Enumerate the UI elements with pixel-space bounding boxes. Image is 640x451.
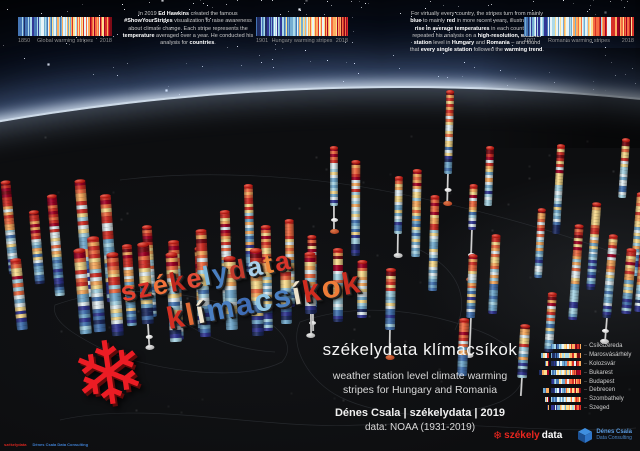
watermark: székelydata Dénes Csala Data Consulting — [4, 443, 88, 447]
romania-warming-stripes-bar — [524, 17, 634, 36]
legend-stripes-bar — [551, 405, 581, 411]
station-stripe-tower — [585, 202, 601, 291]
station-stripe-tower — [599, 234, 618, 345]
footer-logos: ❄ székely data Dénes Csala Data Consultin… — [493, 428, 632, 443]
legend-stripes-bar — [551, 352, 581, 358]
legend-row: – Szombathely — [536, 395, 631, 404]
hungary-stripes-bar-group: 1901 Hungary warming stripes 2018 — [256, 17, 348, 44]
station-stripe-tower — [9, 257, 28, 331]
romania-start-year: 1901 — [524, 38, 537, 44]
station-stripe-tower — [427, 195, 440, 292]
global-end-year: 2018 — [99, 38, 112, 44]
legend-station-label: Csíkszereda — [589, 343, 623, 350]
szekelydata-logo-part1: székely — [504, 430, 540, 441]
station-stripe-tower — [465, 184, 478, 283]
global-bar-title: Global warming stripes — [37, 38, 93, 44]
csala-tagline: Data Consulting — [596, 435, 632, 442]
romania-end-year: 2018 — [621, 38, 634, 44]
hungary-end-year: 2018 — [335, 38, 348, 44]
station-stripe-tower — [46, 193, 65, 297]
poster-subtitle: weather station level climate warming st… — [300, 369, 540, 397]
hungary-bar-labels: 1901 Hungary warming stripes 2018 — [256, 38, 348, 44]
title-block: székelydata klímacsíkok weather station … — [300, 340, 540, 433]
subtitle-line-1: weather station level climate warming — [332, 370, 508, 382]
station-stripe-tower — [329, 146, 339, 235]
poster-title: székelydata klímacsíkok — [322, 340, 518, 359]
legend-stripes-bar — [551, 361, 581, 367]
csala-logo: Dénes Csala Data Consulting — [578, 428, 632, 443]
hungary-warming-stripes-bar — [256, 17, 348, 36]
method-paragraph: For virtually every country, the stripes… — [410, 11, 544, 54]
station-stripe-tower — [534, 208, 546, 279]
szekelydata-logo: ❄ székely data — [493, 429, 562, 442]
romania-stripes-bar-group: 1901 Romania warming stripes 2018 — [524, 17, 634, 44]
station-stripe-tower — [567, 224, 584, 321]
station-stripe-tower — [442, 90, 455, 207]
legend-station-label: Debrecen — [589, 387, 616, 394]
legend-row: – Budapest — [536, 377, 631, 386]
global-bar-labels: 1850 Global warming stripes 2018 — [18, 38, 112, 44]
szekelydata-logo-part2: data — [541, 430, 563, 441]
station-stripe-tower — [385, 267, 397, 361]
legend-row: – Kolozsvár — [536, 360, 631, 369]
cube-icon — [578, 428, 593, 443]
legend-station-label: Marosvásárhely — [589, 352, 632, 359]
station-stripe-tower — [410, 169, 422, 258]
legend-station-label: Szombathely — [589, 396, 624, 403]
legend-row: – Szeged — [536, 404, 631, 413]
hungary-start-year: 1901 — [256, 38, 269, 44]
watermark-szekelydata: székelydata — [4, 442, 27, 447]
legend-stripes-bar — [551, 370, 581, 376]
legend-station-label: Bukarest — [589, 369, 613, 376]
station-stripe-tower — [618, 138, 631, 199]
global-stripes-bar-group: 1850 Global warming stripes 2018 — [18, 17, 112, 44]
author-credit: Dénes Csala | székelydata | 2019 — [334, 407, 506, 420]
station-stripe-tower — [463, 254, 478, 359]
station-legend: – Csíkszereda – Marosvásárhely – Kolozsvár – Bu… — [536, 342, 631, 412]
global-start-year: 1850 — [18, 38, 31, 44]
station-stripe-tower — [552, 144, 566, 235]
station-stripe-tower — [487, 234, 501, 315]
legend-station-label: Kolozsvár — [589, 360, 616, 367]
legend-station-label: Szeged — [589, 404, 610, 411]
global-warming-stripes-bar — [18, 17, 112, 36]
data-source: data: NOAA (1931-2019) — [364, 422, 476, 434]
legend-row: – Debrecen — [536, 386, 631, 395]
legend-row: – Csíkszereda — [536, 342, 631, 351]
legend-station-label: Budapest — [589, 378, 615, 385]
legend-row: – Bukarest — [536, 368, 631, 377]
csala-name: Dénes Csala — [596, 429, 632, 436]
station-stripe-tower — [484, 146, 495, 207]
watermark-csala: Dénes Csala Data Consulting — [32, 442, 89, 447]
legend-stripes-bar — [551, 387, 581, 393]
intro-paragraph: In 2019 Ed Hawkins created the famous #S… — [122, 11, 254, 46]
romania-bar-labels: 1901 Romania warming stripes 2018 — [524, 38, 634, 44]
legend-stripes-bar — [551, 396, 581, 402]
hungary-bar-title: Hungary warming stripes — [271, 38, 333, 44]
station-stripe-tower — [393, 176, 403, 259]
romania-bar-title: Romania warming stripes — [547, 38, 611, 44]
szekelydata-snowflake-icon: ❄ — [492, 429, 503, 442]
legend-stripes-bar — [551, 379, 581, 385]
legend-row: – Marosvásárhely — [536, 351, 631, 360]
legend-stripes-bar — [551, 343, 581, 349]
station-stripe-tower — [28, 209, 45, 285]
subtitle-line-2: stripes for Hungary and Romania — [342, 384, 498, 397]
